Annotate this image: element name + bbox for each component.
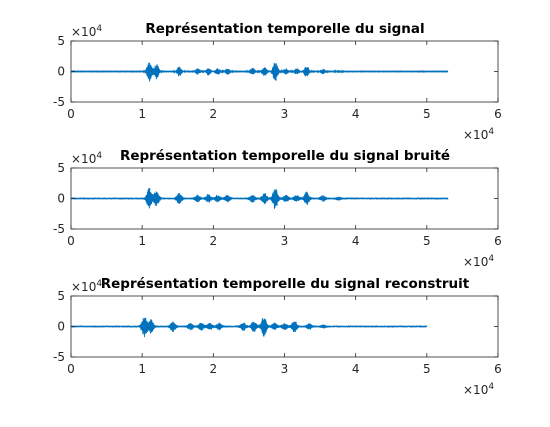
x-exponent-label: ×104 bbox=[463, 127, 494, 142]
x-exponent-power: 4 bbox=[488, 254, 494, 264]
x-tick-label: 3 bbox=[281, 107, 289, 121]
y-exponent-label: ×104 bbox=[71, 151, 102, 166]
x-tick-label: 6 bbox=[494, 234, 502, 248]
x-tick-label: 1 bbox=[138, 107, 146, 121]
x-tick-label: 6 bbox=[494, 107, 502, 121]
y-exponent-power: 4 bbox=[96, 24, 102, 34]
chart-title: Représentation temporelle du signal brui… bbox=[120, 148, 450, 164]
y-exponent-power: 4 bbox=[96, 279, 102, 289]
signal-line bbox=[70, 187, 449, 209]
y-tick-label: -5 bbox=[53, 95, 65, 109]
x-tick-label: 5 bbox=[423, 362, 431, 376]
y-tick-label: 0 bbox=[57, 320, 65, 334]
x-tick-label: 4 bbox=[352, 362, 360, 376]
x-tick-label: 4 bbox=[352, 234, 360, 248]
y-tick-label: 5 bbox=[57, 34, 65, 48]
x-tick-label: 2 bbox=[210, 107, 218, 121]
x-tick-label: 1 bbox=[138, 234, 146, 248]
y-tick-label: 0 bbox=[57, 65, 65, 79]
signal-line bbox=[70, 62, 449, 82]
y-tick-label: 5 bbox=[57, 289, 65, 303]
x-tick-label: 1 bbox=[138, 362, 146, 376]
x-tick-label: 5 bbox=[423, 234, 431, 248]
y-tick-label: 5 bbox=[57, 161, 65, 175]
x-tick-label: 4 bbox=[352, 107, 360, 121]
x-tick-label: 5 bbox=[423, 107, 431, 121]
chart-title: Représentation temporelle du signal bbox=[145, 21, 424, 37]
signal-line bbox=[70, 317, 428, 338]
x-tick-label: 0 bbox=[67, 234, 75, 248]
y-tick-label: -5 bbox=[53, 222, 65, 236]
x-exponent-label: ×104 bbox=[463, 254, 494, 269]
x-tick-label: 3 bbox=[281, 362, 289, 376]
y-exponent-power: 4 bbox=[96, 151, 102, 161]
x-exponent-label: ×104 bbox=[463, 382, 494, 397]
x-exponent-power: 4 bbox=[488, 382, 494, 392]
x-exponent-power: 4 bbox=[488, 127, 494, 137]
y-tick-label: -5 bbox=[53, 350, 65, 364]
chart-title: Représentation temporelle du signal reco… bbox=[101, 276, 470, 292]
y-exponent-label: ×104 bbox=[71, 24, 102, 39]
y-tick-label: 0 bbox=[57, 192, 65, 206]
x-tick-label: 2 bbox=[210, 234, 218, 248]
x-tick-label: 6 bbox=[494, 362, 502, 376]
x-tick-label: 0 bbox=[67, 107, 75, 121]
y-exponent-label: ×104 bbox=[71, 279, 102, 294]
x-tick-label: 2 bbox=[210, 362, 218, 376]
x-tick-label: 3 bbox=[281, 234, 289, 248]
x-tick-label: 0 bbox=[67, 362, 75, 376]
